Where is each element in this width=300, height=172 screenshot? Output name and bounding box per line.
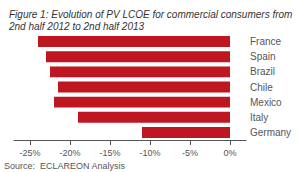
svg-text:Italy: Italy [250,112,268,123]
svg-text:Figure 1: Evolution of PV LCOE: Figure 1: Evolution of PV LCOE for comme… [9,9,295,20]
svg-text:2nd half 2012 to 2nd half 2013: 2nd half 2012 to 2nd half 2013 [8,21,145,32]
svg-text:-5%: -5% [182,148,198,158]
svg-text:Mexico: Mexico [250,97,282,108]
svg-text:Chile: Chile [250,82,273,93]
svg-text:Source: ECLAREON Analysis: Source: ECLAREON Analysis [4,161,126,171]
svg-text:-10%: -10% [139,148,160,158]
svg-text:France: France [250,36,282,47]
svg-text:-25%: -25% [19,148,40,158]
svg-text:Germany: Germany [250,127,291,138]
svg-text:0%: 0% [223,148,236,158]
svg-text:-15%: -15% [99,148,120,158]
svg-text:Spain: Spain [250,51,276,62]
svg-text:-20%: -20% [59,148,80,158]
svg-text:Brazil: Brazil [250,66,275,77]
